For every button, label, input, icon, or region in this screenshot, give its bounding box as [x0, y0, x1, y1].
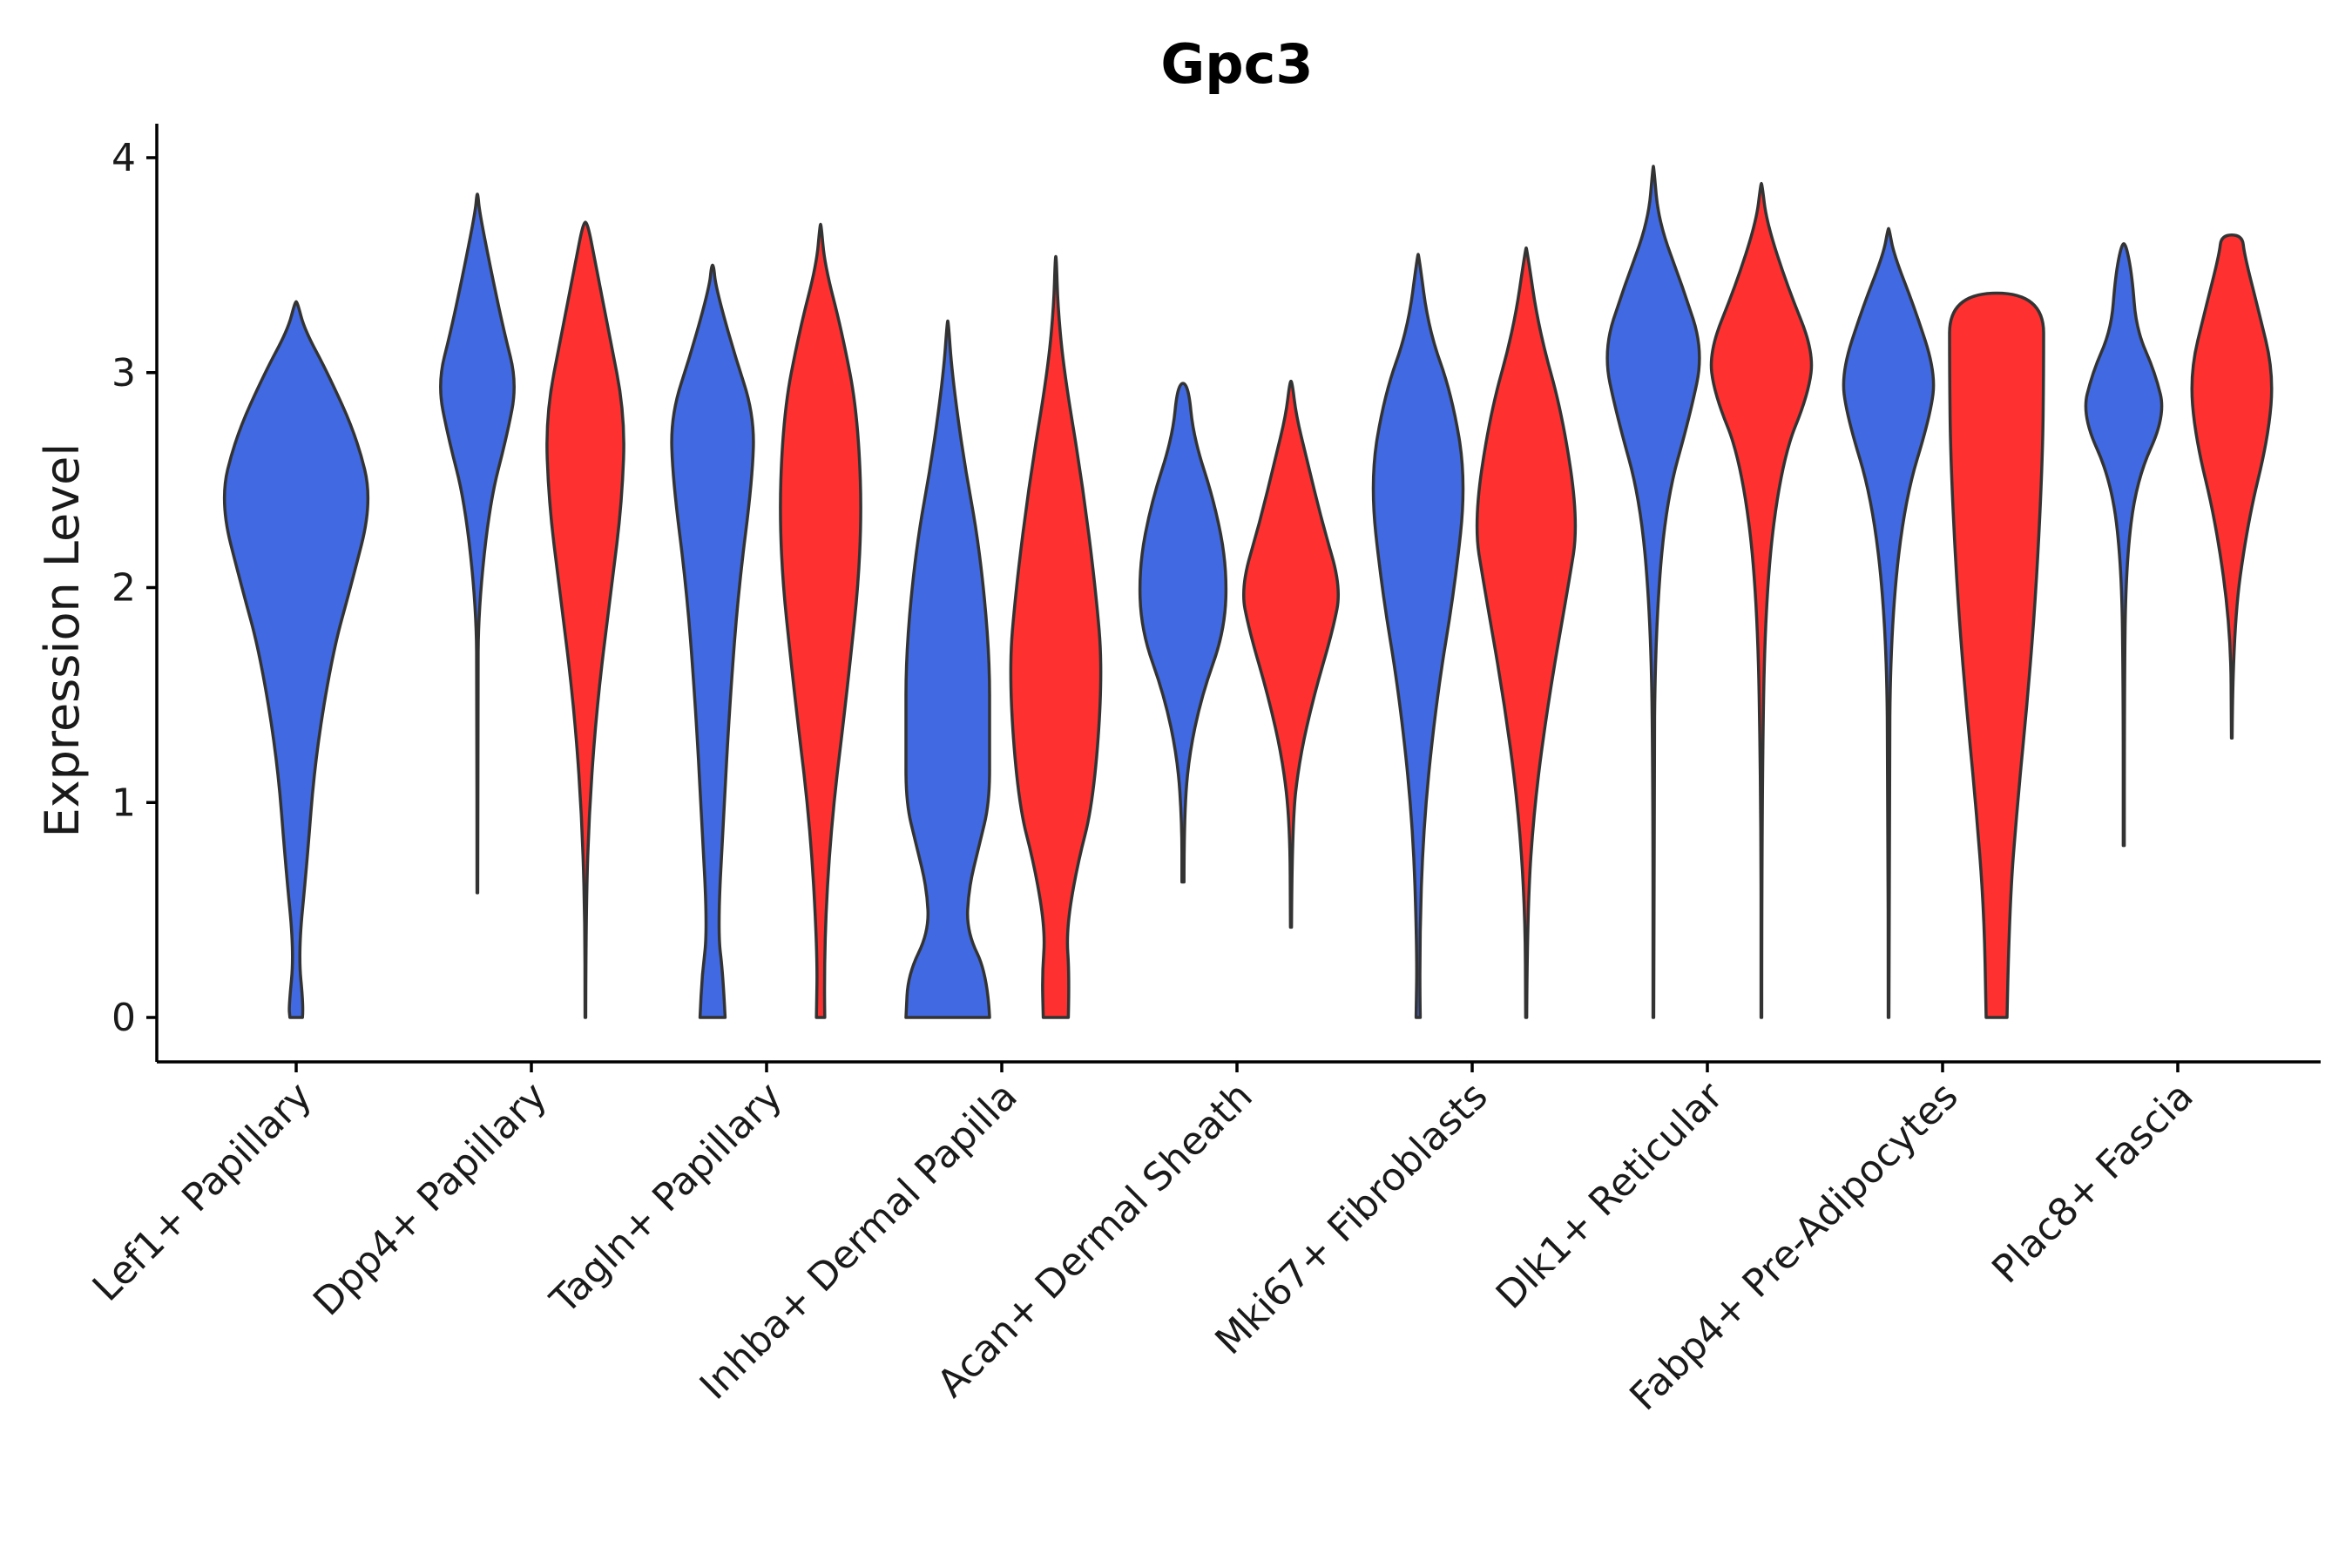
- violin-mki67-fibroblasts-group-2: [1475, 246, 1578, 1019]
- violin-dlk1-reticular-group-1: [1605, 165, 1701, 1019]
- y-ticks: 0 1 2 3 4: [112, 136, 157, 1040]
- y-tick-label: 0: [112, 996, 136, 1040]
- y-tick-label: 4: [112, 136, 136, 180]
- x-tick-label-dlk1-reticular: Dlk1+ Reticular: [1488, 1073, 1733, 1318]
- violin-dpp4-papillary-group-1: [439, 193, 516, 895]
- violin-inhba-dermal-papilla-group-2: [1009, 254, 1103, 1019]
- violin-fabp4-pre-adipocytes-group-2: [1948, 291, 2045, 1019]
- violin-lef1-papillary-group-1: [222, 300, 370, 1019]
- x-tick-label-dpp4-papillary: Dpp4+ Papillary: [305, 1074, 556, 1325]
- violin-dlk1-reticular-group-2: [1709, 181, 1814, 1019]
- violin-plac8-fascia-group-1: [2084, 241, 2164, 848]
- violin-acan-dermal-sheath-group-1: [1138, 382, 1228, 884]
- x-tick-label-tagln-papillary: Tagln+ Papillary: [542, 1074, 791, 1323]
- violin-dpp4-papillary-group-2: [545, 220, 625, 1019]
- violin-fabp4-pre-adipocytes-group-1: [1842, 226, 1936, 1019]
- y-axis-label: Expression Level: [35, 443, 90, 838]
- y-tick-label: 2: [112, 566, 136, 611]
- violin-plac8-fascia-group-2: [2190, 233, 2274, 740]
- x-tick-label-plac8-fascia: Plac8+ Fascia: [1984, 1074, 2202, 1293]
- violin-tagln-papillary-group-2: [779, 222, 862, 1019]
- y-tick-label: 3: [112, 351, 136, 395]
- violin-mki67-fibroblasts-group-1: [1371, 253, 1465, 1019]
- violin-inhba-dermal-papilla-group-1: [904, 319, 991, 1019]
- violin-acan-dermal-sheath-group-2: [1242, 379, 1340, 929]
- x-tick-label-mki67-fibroblasts: Mki67+ Fibroblasts: [1206, 1074, 1496, 1363]
- x-tick-label-lef1-papillary: Lef1+ Papillary: [84, 1074, 321, 1310]
- violin-layer: [222, 165, 2274, 1019]
- y-tick-label: 1: [112, 781, 136, 825]
- chart-title: Gpc3: [1160, 32, 1313, 96]
- violin-tagln-papillary-group-1: [670, 263, 755, 1019]
